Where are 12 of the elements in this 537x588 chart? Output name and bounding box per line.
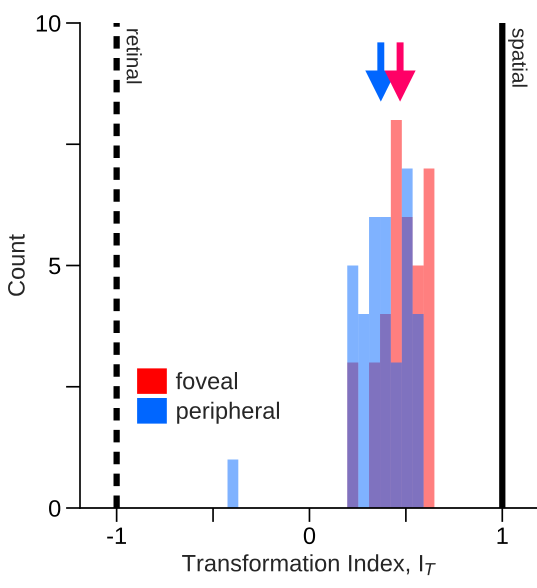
legend-label: peripheral	[177, 402, 280, 424]
x-axis-title: Transformation Index, I$_{T}$	[182, 554, 436, 576]
y-tick-label: 0	[49, 500, 60, 517]
ref-line-label: spatial	[508, 28, 528, 87]
y-tick-label: 10	[36, 15, 60, 32]
x-tick-label: 1	[498, 528, 508, 544]
legend-label: foveal	[176, 372, 238, 390]
x-tick-label: 0	[304, 527, 316, 544]
ref-line-label: retinal	[126, 29, 142, 84]
y-axis-title: Count	[8, 234, 25, 296]
x-tick-label: -1	[107, 528, 126, 544]
y-tick-label: 5	[49, 258, 60, 274]
